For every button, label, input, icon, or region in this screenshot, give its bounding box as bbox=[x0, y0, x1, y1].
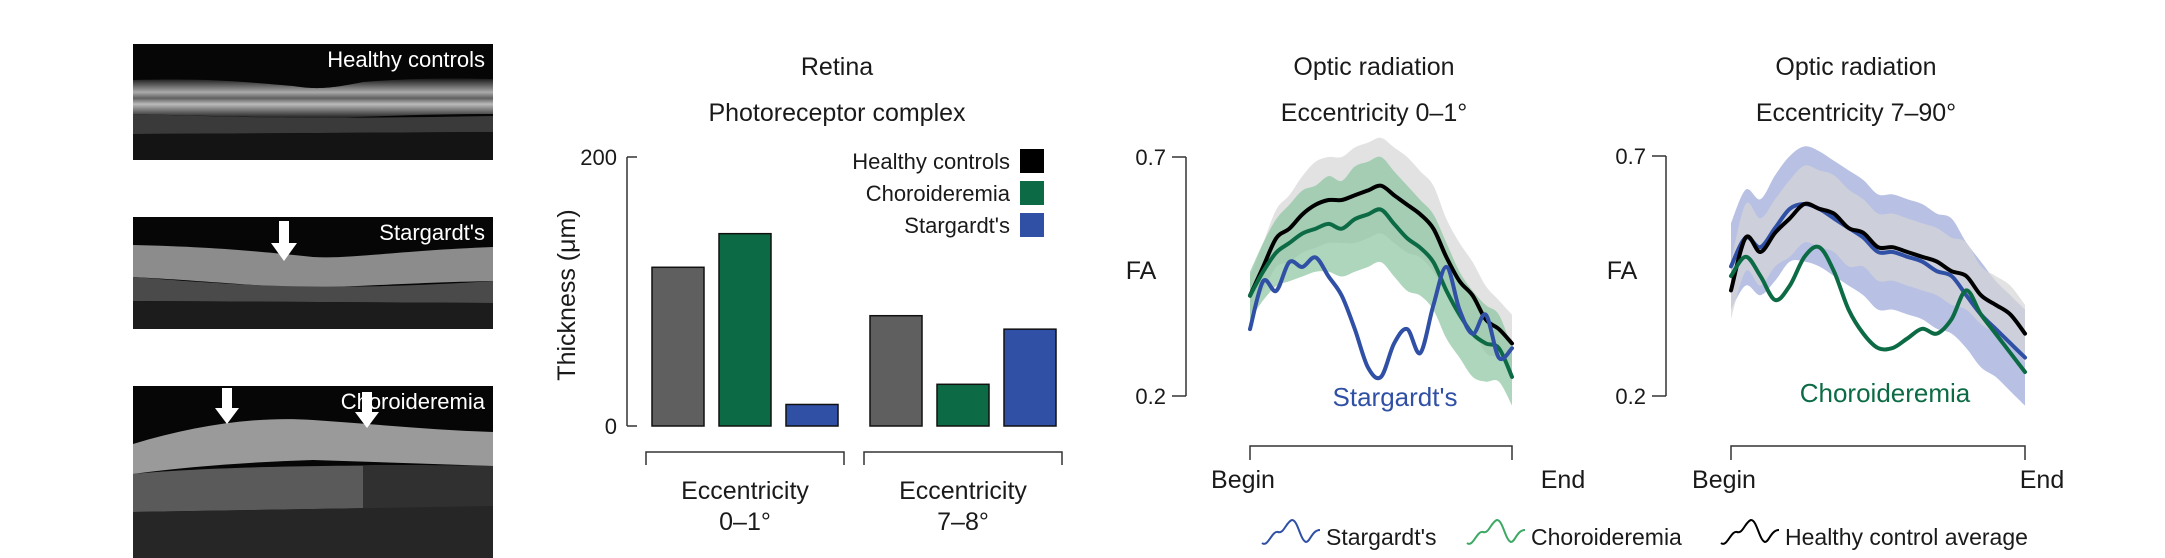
series-line bbox=[1248, 255, 1514, 381]
line1-annotation: Stargardt's bbox=[1333, 382, 1458, 412]
line-chart-ecc-7-90: Optic radiation Eccentricity 7–90° FA Be… bbox=[1607, 53, 2065, 494]
bar-legend: Healthy controls Choroideremia Stargardt's bbox=[852, 149, 1044, 238]
legend-swatch bbox=[1020, 213, 1044, 237]
legend-label: Choroideremia bbox=[866, 181, 1011, 206]
group-bracket bbox=[645, 451, 845, 465]
y-tick-label: 0.7 bbox=[1615, 144, 1646, 169]
line1-title: Optic radiation bbox=[1293, 53, 1454, 81]
oct-choroideremia-panel: Choroideremia bbox=[133, 386, 493, 558]
line2-subtitle: Eccentricity 7–90° bbox=[1756, 99, 1956, 127]
bar bbox=[936, 383, 990, 427]
bottom-legend: Stargardt's Choroideremia Healthy control … bbox=[1261, 518, 2028, 550]
bar-chart: Retina Photoreceptor complex Thickness (… bbox=[553, 53, 1063, 536]
legend-swatch bbox=[1020, 149, 1044, 173]
oct-stargardt-label: Stargardt's bbox=[379, 220, 485, 245]
x-axis-bracket bbox=[1249, 445, 1513, 460]
oct-choroideremia-label: Choroideremia bbox=[340, 389, 485, 414]
bar-y-tick-label: 200 bbox=[580, 145, 617, 170]
arrow-down-icon bbox=[215, 388, 239, 424]
x-axis-bracket bbox=[1730, 445, 2026, 460]
series-line bbox=[1729, 201, 2027, 336]
legend-label: Choroideremia bbox=[1531, 524, 1682, 550]
legend-squiggle-icon bbox=[1261, 518, 1321, 545]
legend-label: Stargardt's bbox=[1326, 524, 1437, 550]
line2-xlabel-begin: Begin bbox=[1692, 466, 1756, 494]
line-chart-ecc-0-1: Optic radiation Eccentricity 0–1° FA Beg… bbox=[1126, 53, 1586, 494]
y-tick-label: 0.7 bbox=[1135, 145, 1166, 170]
line2-title: Optic radiation bbox=[1775, 53, 1936, 81]
series-line bbox=[1729, 244, 2027, 374]
legend-label: Stargardt's bbox=[904, 213, 1010, 238]
y-tick-label: 0.2 bbox=[1135, 384, 1166, 409]
legend-label: Healthy control average bbox=[1785, 524, 2028, 550]
arrow-down-icon bbox=[271, 221, 297, 261]
legend-squiggle-icon bbox=[1720, 518, 1780, 545]
bar bbox=[869, 314, 923, 427]
group-label: 0–1° bbox=[719, 508, 771, 536]
oct-healthy-panel: Healthy controls bbox=[133, 44, 493, 160]
bar-y-tick-label: 0 bbox=[605, 414, 617, 439]
oct-choroideremia-image bbox=[133, 386, 493, 558]
oct-stargardt-image bbox=[133, 217, 493, 329]
bar bbox=[651, 266, 705, 427]
line1-xlabel-begin: Begin bbox=[1211, 466, 1275, 494]
series-band bbox=[1250, 156, 1512, 406]
legend-squiggle-icon bbox=[1466, 518, 1526, 545]
group-label: 7–8° bbox=[937, 508, 989, 536]
line1-xlabel-end: End bbox=[1541, 466, 1585, 494]
bar bbox=[718, 232, 772, 427]
line1-subtitle: Eccentricity 0–1° bbox=[1281, 99, 1467, 127]
bar-marks bbox=[651, 232, 1057, 427]
line2-xlabel-end: End bbox=[2020, 466, 2064, 494]
line1-ylabel: FA bbox=[1126, 257, 1157, 285]
bar-chart-title: Retina bbox=[801, 53, 873, 81]
group-bracket bbox=[863, 451, 1063, 465]
oct-healthy-label: Healthy controls bbox=[327, 47, 485, 72]
arrow-down-icon bbox=[355, 392, 379, 428]
bar-chart-subtitle: Photoreceptor complex bbox=[708, 99, 966, 127]
bar bbox=[785, 403, 839, 427]
line2-annotation: Choroideremia bbox=[1800, 378, 1971, 408]
y-tick-label: 0.2 bbox=[1615, 384, 1646, 409]
bar-chart-ylabel: Thickness (μm) bbox=[553, 209, 581, 380]
group-label: Eccentricity bbox=[681, 477, 809, 505]
bar-y-axis: 0 200 bbox=[580, 145, 637, 439]
oct-healthy-image bbox=[133, 44, 493, 160]
series-line bbox=[1248, 183, 1514, 346]
group-label: Eccentricity bbox=[899, 477, 1027, 505]
legend-swatch bbox=[1020, 181, 1044, 205]
legend-label: Healthy controls bbox=[852, 149, 1010, 174]
line2-ylabel: FA bbox=[1607, 257, 1638, 285]
oct-stargardt-panel: Stargardt's bbox=[133, 217, 493, 329]
series-band bbox=[1731, 165, 2025, 363]
bar bbox=[1003, 328, 1057, 427]
bar-group-labels: Eccentricity 0–1° Eccentricity 7–8° bbox=[645, 451, 1063, 536]
